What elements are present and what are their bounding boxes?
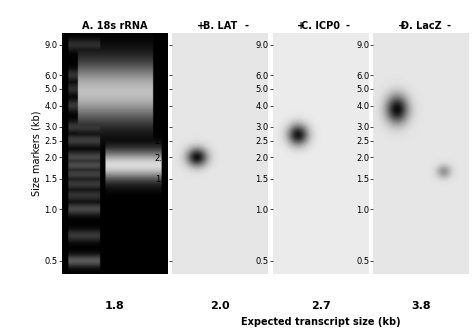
Title: C. ICP0: C. ICP0: [301, 21, 340, 31]
Title: B. LAT: B. LAT: [203, 21, 237, 31]
Text: 3.8: 3.8: [411, 301, 431, 311]
Text: 2.7: 2.7: [311, 301, 330, 311]
Text: 1.8: 1.8: [104, 301, 124, 311]
Text: +: +: [398, 21, 406, 31]
Text: -: -: [446, 21, 450, 31]
Text: 2.0: 2.0: [210, 301, 230, 311]
Text: Expected transcript size (kb): Expected transcript size (kb): [241, 317, 401, 327]
Title: D. LacZ: D. LacZ: [401, 21, 442, 31]
Text: -: -: [346, 21, 349, 31]
Text: -: -: [245, 21, 249, 31]
Y-axis label: Size markers (kb): Size markers (kb): [31, 111, 41, 196]
Text: +: +: [297, 21, 306, 31]
Text: +: +: [197, 21, 205, 31]
Title: A. 18s rRNA: A. 18s rRNA: [82, 21, 147, 31]
